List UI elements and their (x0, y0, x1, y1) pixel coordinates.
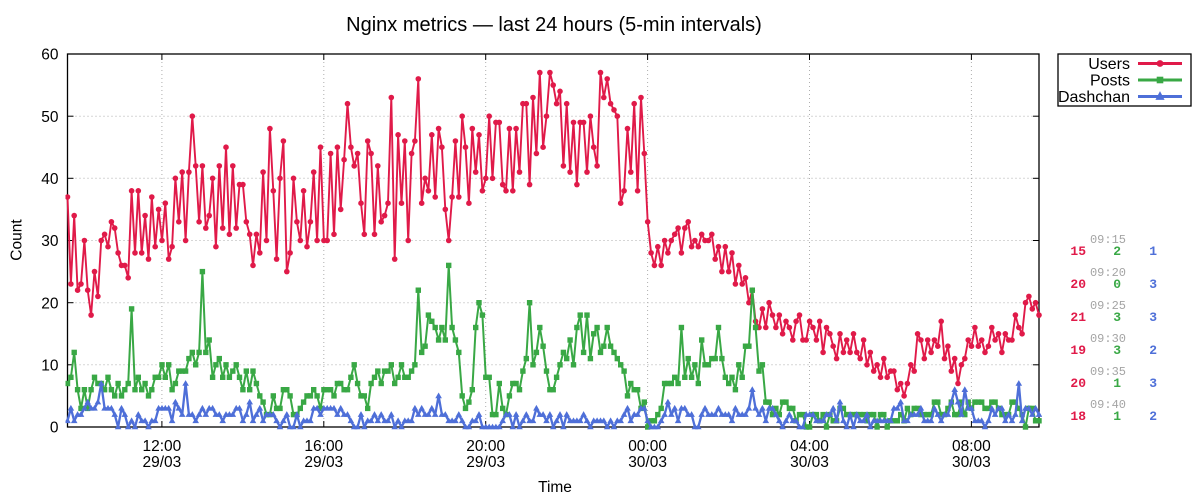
svg-text:40: 40 (41, 171, 59, 188)
svg-text:09:30: 09:30 (1090, 332, 1126, 346)
svg-text:1: 1 (1149, 244, 1157, 259)
svg-text:3: 3 (1113, 310, 1121, 325)
svg-text:Posts: Posts (1090, 73, 1130, 90)
svg-text:29/03: 29/03 (304, 454, 343, 471)
svg-text:15: 15 (1070, 244, 1086, 259)
svg-text:1: 1 (1113, 409, 1121, 424)
svg-text:2: 2 (1149, 409, 1157, 424)
svg-text:2: 2 (1149, 343, 1157, 358)
svg-text:Dashchan: Dashchan (1058, 89, 1130, 106)
svg-text:09:35: 09:35 (1090, 365, 1126, 379)
svg-text:Count: Count (9, 219, 26, 261)
svg-text:30: 30 (41, 233, 59, 250)
svg-text:Nginx metrics — last 24 hours: Nginx metrics — last 24 hours (5-min int… (346, 14, 762, 36)
svg-text:2: 2 (1113, 244, 1121, 259)
svg-text:09:25: 09:25 (1090, 299, 1126, 313)
svg-text:18: 18 (1070, 409, 1086, 424)
svg-text:Users: Users (1088, 56, 1130, 73)
svg-text:0: 0 (50, 420, 59, 437)
svg-text:29/03: 29/03 (143, 454, 182, 471)
svg-text:3: 3 (1149, 277, 1157, 292)
svg-text:20: 20 (1070, 277, 1086, 292)
svg-text:50: 50 (41, 109, 59, 126)
svg-text:04:00: 04:00 (790, 438, 829, 455)
svg-text:09:15: 09:15 (1090, 233, 1126, 247)
svg-text:29/03: 29/03 (466, 454, 505, 471)
svg-text:3: 3 (1149, 376, 1157, 391)
svg-text:3: 3 (1149, 310, 1157, 325)
svg-text:20: 20 (41, 295, 59, 312)
svg-text:0: 0 (1113, 277, 1121, 292)
svg-text:09:20: 09:20 (1090, 266, 1126, 280)
svg-text:12:00: 12:00 (143, 438, 182, 455)
svg-text:10: 10 (41, 357, 59, 374)
svg-text:30/03: 30/03 (790, 454, 829, 471)
svg-text:20: 20 (1070, 376, 1086, 391)
svg-text:21: 21 (1070, 310, 1086, 325)
svg-text:60: 60 (41, 47, 59, 64)
svg-text:00:00: 00:00 (628, 438, 667, 455)
svg-text:20:00: 20:00 (466, 438, 505, 455)
svg-text:16:00: 16:00 (304, 438, 343, 455)
svg-text:Time: Time (538, 479, 572, 496)
svg-text:19: 19 (1070, 343, 1086, 358)
svg-text:08:00: 08:00 (952, 438, 991, 455)
svg-text:3: 3 (1113, 343, 1121, 358)
svg-text:30/03: 30/03 (628, 454, 667, 471)
svg-text:1: 1 (1113, 376, 1121, 391)
svg-text:30/03: 30/03 (952, 454, 991, 471)
svg-text:09:40: 09:40 (1090, 398, 1126, 412)
